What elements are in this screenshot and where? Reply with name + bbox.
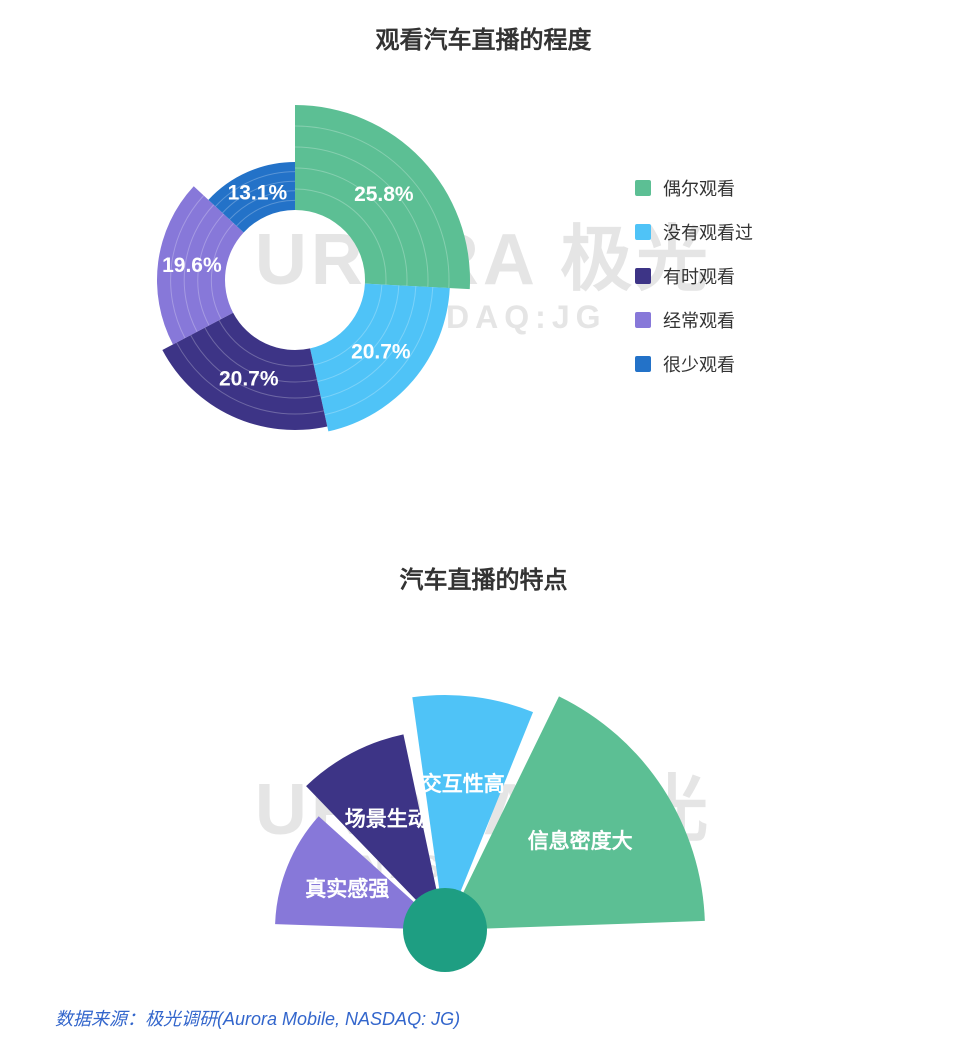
data-source-footer: 数据来源：极光调研(Aurora Mobile, NASDAQ: JG) <box>55 1005 460 1031</box>
legend-item-0: 偶尔观看 <box>635 175 753 201</box>
legend-label: 很少观看 <box>663 351 735 377</box>
fan-slice-label-0: 信息密度大 <box>528 829 633 853</box>
donut-chart: 25.8% 20.7% 20.7% 19.6% 13.1% <box>0 0 967 500</box>
fan-hub <box>403 888 487 972</box>
legend-item-3: 经常观看 <box>635 307 753 333</box>
legend-swatch <box>635 312 651 328</box>
legend-swatch <box>635 224 651 240</box>
legend-swatch <box>635 180 651 196</box>
legend-label: 偶尔观看 <box>663 175 735 201</box>
legend-item-2: 有时观看 <box>635 263 753 289</box>
donut-legend: 偶尔观看没有观看过有时观看经常观看很少观看 <box>635 175 753 395</box>
legend-item-1: 没有观看过 <box>635 219 753 245</box>
donut-slice-label-3: 19.6% <box>162 254 222 277</box>
donut-slice-label-4: 13.1% <box>228 181 288 204</box>
legend-label: 有时观看 <box>663 263 735 289</box>
legend-item-4: 很少观看 <box>635 351 753 377</box>
donut-slice-label-2: 20.7% <box>219 367 279 390</box>
fan-slice-label-2: 场景生动 <box>345 807 429 831</box>
donut-slice-label-0: 25.8% <box>354 183 414 206</box>
fan-slice-label-3: 真实感强 <box>305 877 389 901</box>
legend-label: 没有观看过 <box>663 219 753 245</box>
fan-slice-label-1: 交互性高 <box>421 772 505 796</box>
legend-swatch <box>635 356 651 372</box>
donut-slice-label-1: 20.7% <box>351 340 411 363</box>
legend-swatch <box>635 268 651 284</box>
fan-chart: 信息密度大 交互性高场景生动真实感强 <box>0 540 967 1000</box>
legend-label: 经常观看 <box>663 307 735 333</box>
